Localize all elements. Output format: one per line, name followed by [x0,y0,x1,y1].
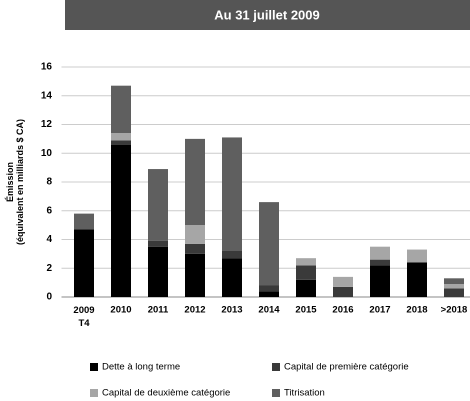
bar-segment [444,278,464,285]
y-axis-label-line: (équivalent en milliards $ CA) [15,119,25,245]
bar-segment [111,140,131,145]
bar-segment [333,276,353,287]
bar-segment [74,229,94,297]
x-tick-label: 2013 [221,305,242,316]
bar-segment [407,262,427,297]
bar-segment [259,285,279,292]
bar-segment [370,259,390,266]
y-tick-label: 6 [46,205,52,216]
y-tick-label: 10 [41,148,53,159]
bar-segment [185,225,205,244]
bar-segment [444,288,464,297]
title-bar [65,0,470,30]
legend-swatch [272,389,280,397]
bar-segment [148,169,168,241]
bar-segment [111,133,131,141]
bar-segment [407,249,427,263]
x-tick-label: 2014 [258,305,280,316]
legend-label: Capital de première catégorie [284,362,409,373]
x-tick-label: 2012 [184,305,205,316]
bar-segment [370,246,390,260]
bar-segment [296,265,316,280]
y-tick-label: 4 [46,234,52,245]
bar-segment [444,284,464,289]
legend-swatch [90,363,98,371]
x-tick-label: 2017 [369,305,390,316]
y-tick-label: 0 [46,292,52,303]
bar-segment [111,85,131,134]
bar-segment [185,243,205,254]
bar-segment [185,253,205,297]
legend-label: Dette à long terme [102,362,180,373]
legend-label: Titrisation [284,388,325,399]
x-tick-label: >2018 [441,305,468,316]
y-tick-label: 12 [41,119,53,130]
bar-segment [370,265,390,297]
x-tick-label: 2016 [332,305,353,316]
bar-segment [185,138,205,226]
bar-segment [111,144,131,297]
bar-segment [222,258,242,297]
bar-segment [296,279,316,297]
bar-segment [148,240,168,247]
chart-title: Au 31 juillet 2009 [214,7,320,22]
legend-swatch [90,389,98,397]
bar-segment [333,286,353,297]
bar-segment [296,258,316,266]
y-tick-label: 2 [46,263,52,274]
bar-segment [222,137,242,251]
legend-label: Capital de deuxième catégorie [102,388,230,399]
bar-segment [259,202,279,286]
x-tick-label: 2018 [406,305,427,316]
bar-segment [148,246,168,297]
bar-segment [259,291,279,297]
legend-swatch [272,363,280,371]
y-tick-label: 14 [41,90,53,101]
x-tick-label: 2009 T4 [73,305,94,329]
y-tick-label: 8 [46,177,52,188]
x-tick-label: 2010 [110,305,131,316]
y-axis-label-line: Émission [5,162,15,202]
bar-segment [74,213,94,230]
y-axis-label: Émission(équivalent en milliards $ CA) [5,119,25,245]
x-tick-label: 2015 [295,305,317,316]
y-tick-label: 16 [41,62,53,73]
x-tick-label: 2011 [148,305,169,316]
bar-segment [222,251,242,259]
